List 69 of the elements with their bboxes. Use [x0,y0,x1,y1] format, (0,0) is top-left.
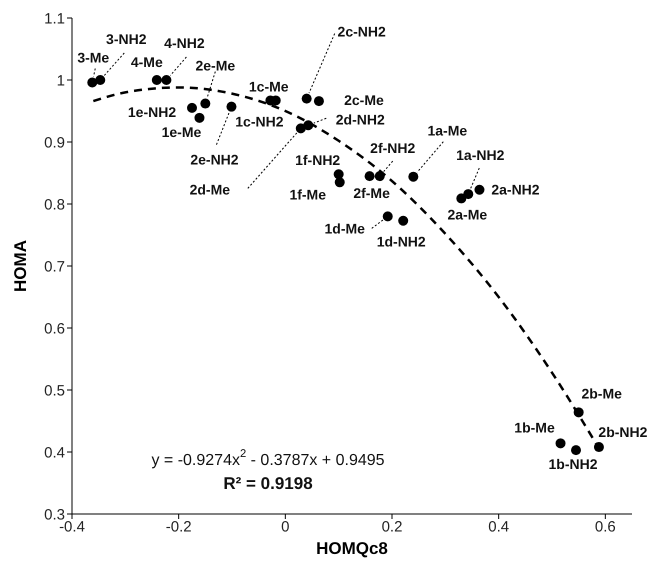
point [408,172,418,182]
annotation: 4-Me [130,54,163,70]
point [382,211,393,222]
annotation: 1d-NH2 [376,234,426,250]
x-axis-title: HOMQc8 [316,539,388,558]
annotation: 1d-Me [324,220,366,236]
point [302,94,312,104]
annotation: 1a-NH2 [456,147,505,164]
point [456,193,466,204]
point [296,123,306,134]
annotation: 2a-NH2 [491,182,540,198]
annotation: 1f-NH2 [295,152,340,168]
annotation: 1b-Me [514,419,555,436]
x-tick-label: 0 [281,518,290,536]
x-tick-label: 0.2 [382,518,402,536]
x-tick-label: -0.2 [166,518,192,536]
point [574,407,584,418]
annotation: 2a-Me [447,206,488,222]
y-axis-title: HOMA [11,240,30,292]
annotation: 1c-Me [248,78,289,94]
point [152,75,162,85]
annotation: R² = 0.9198 [223,474,313,492]
point [474,184,484,195]
y-tick-label: 0.9 [44,134,65,152]
annotation: 1b-NH2 [548,456,598,472]
annotation: 3-Me [77,49,110,66]
point [95,75,106,85]
point [226,102,236,112]
y-tick-label: 0.4 [44,444,65,462]
annotation: 1e-NH2 [128,104,176,120]
annotation: 2f-Me [353,185,390,202]
point [463,189,474,200]
y-tick-label: 0.5 [44,382,65,400]
point [374,171,385,182]
point [314,96,324,106]
annotation: 2f-NH2 [370,140,416,156]
x-tick-label: 0.4 [488,518,510,536]
point [398,216,408,226]
annotation: 2e-NH2 [190,152,239,168]
point [594,442,604,452]
annotation: 2d-Me [190,181,230,198]
annotation: 2b-NH2 [598,424,648,440]
y-tick-label: 0.8 [44,196,65,214]
annotation: 2c-Me [344,92,384,108]
annotation: 1a-Me [427,122,468,139]
annotation: y = -0.9274x$^{2}$ - 0.3787x + 0.9495 [151,448,385,468]
point [571,445,581,456]
annotation: 1c-NH2 [235,113,284,130]
annotation: 3-NH2 [106,31,147,47]
point [334,177,345,188]
point [87,77,98,88]
annotation: 2b-Me [581,385,622,402]
y-tick-label: 0.6 [44,320,65,338]
point [187,102,197,113]
x-tick-label: 0.6 [594,518,616,536]
annotation: 4-NH2 [164,35,205,51]
annotation: 2c-NH2 [338,24,386,40]
point [200,98,210,109]
point [556,438,566,448]
annotation: 2d-NH2 [336,111,385,128]
point [161,75,172,85]
point [364,171,375,182]
y-tick-label: 1 [56,72,65,90]
y-tick-label: 1.1 [44,10,65,28]
y-tick-label: 0.7 [44,258,65,276]
point [194,112,204,123]
annotation: 2e-Me [195,58,236,74]
annotation: 1f-Me [289,186,326,202]
annotation: 1e-Me [162,124,202,140]
